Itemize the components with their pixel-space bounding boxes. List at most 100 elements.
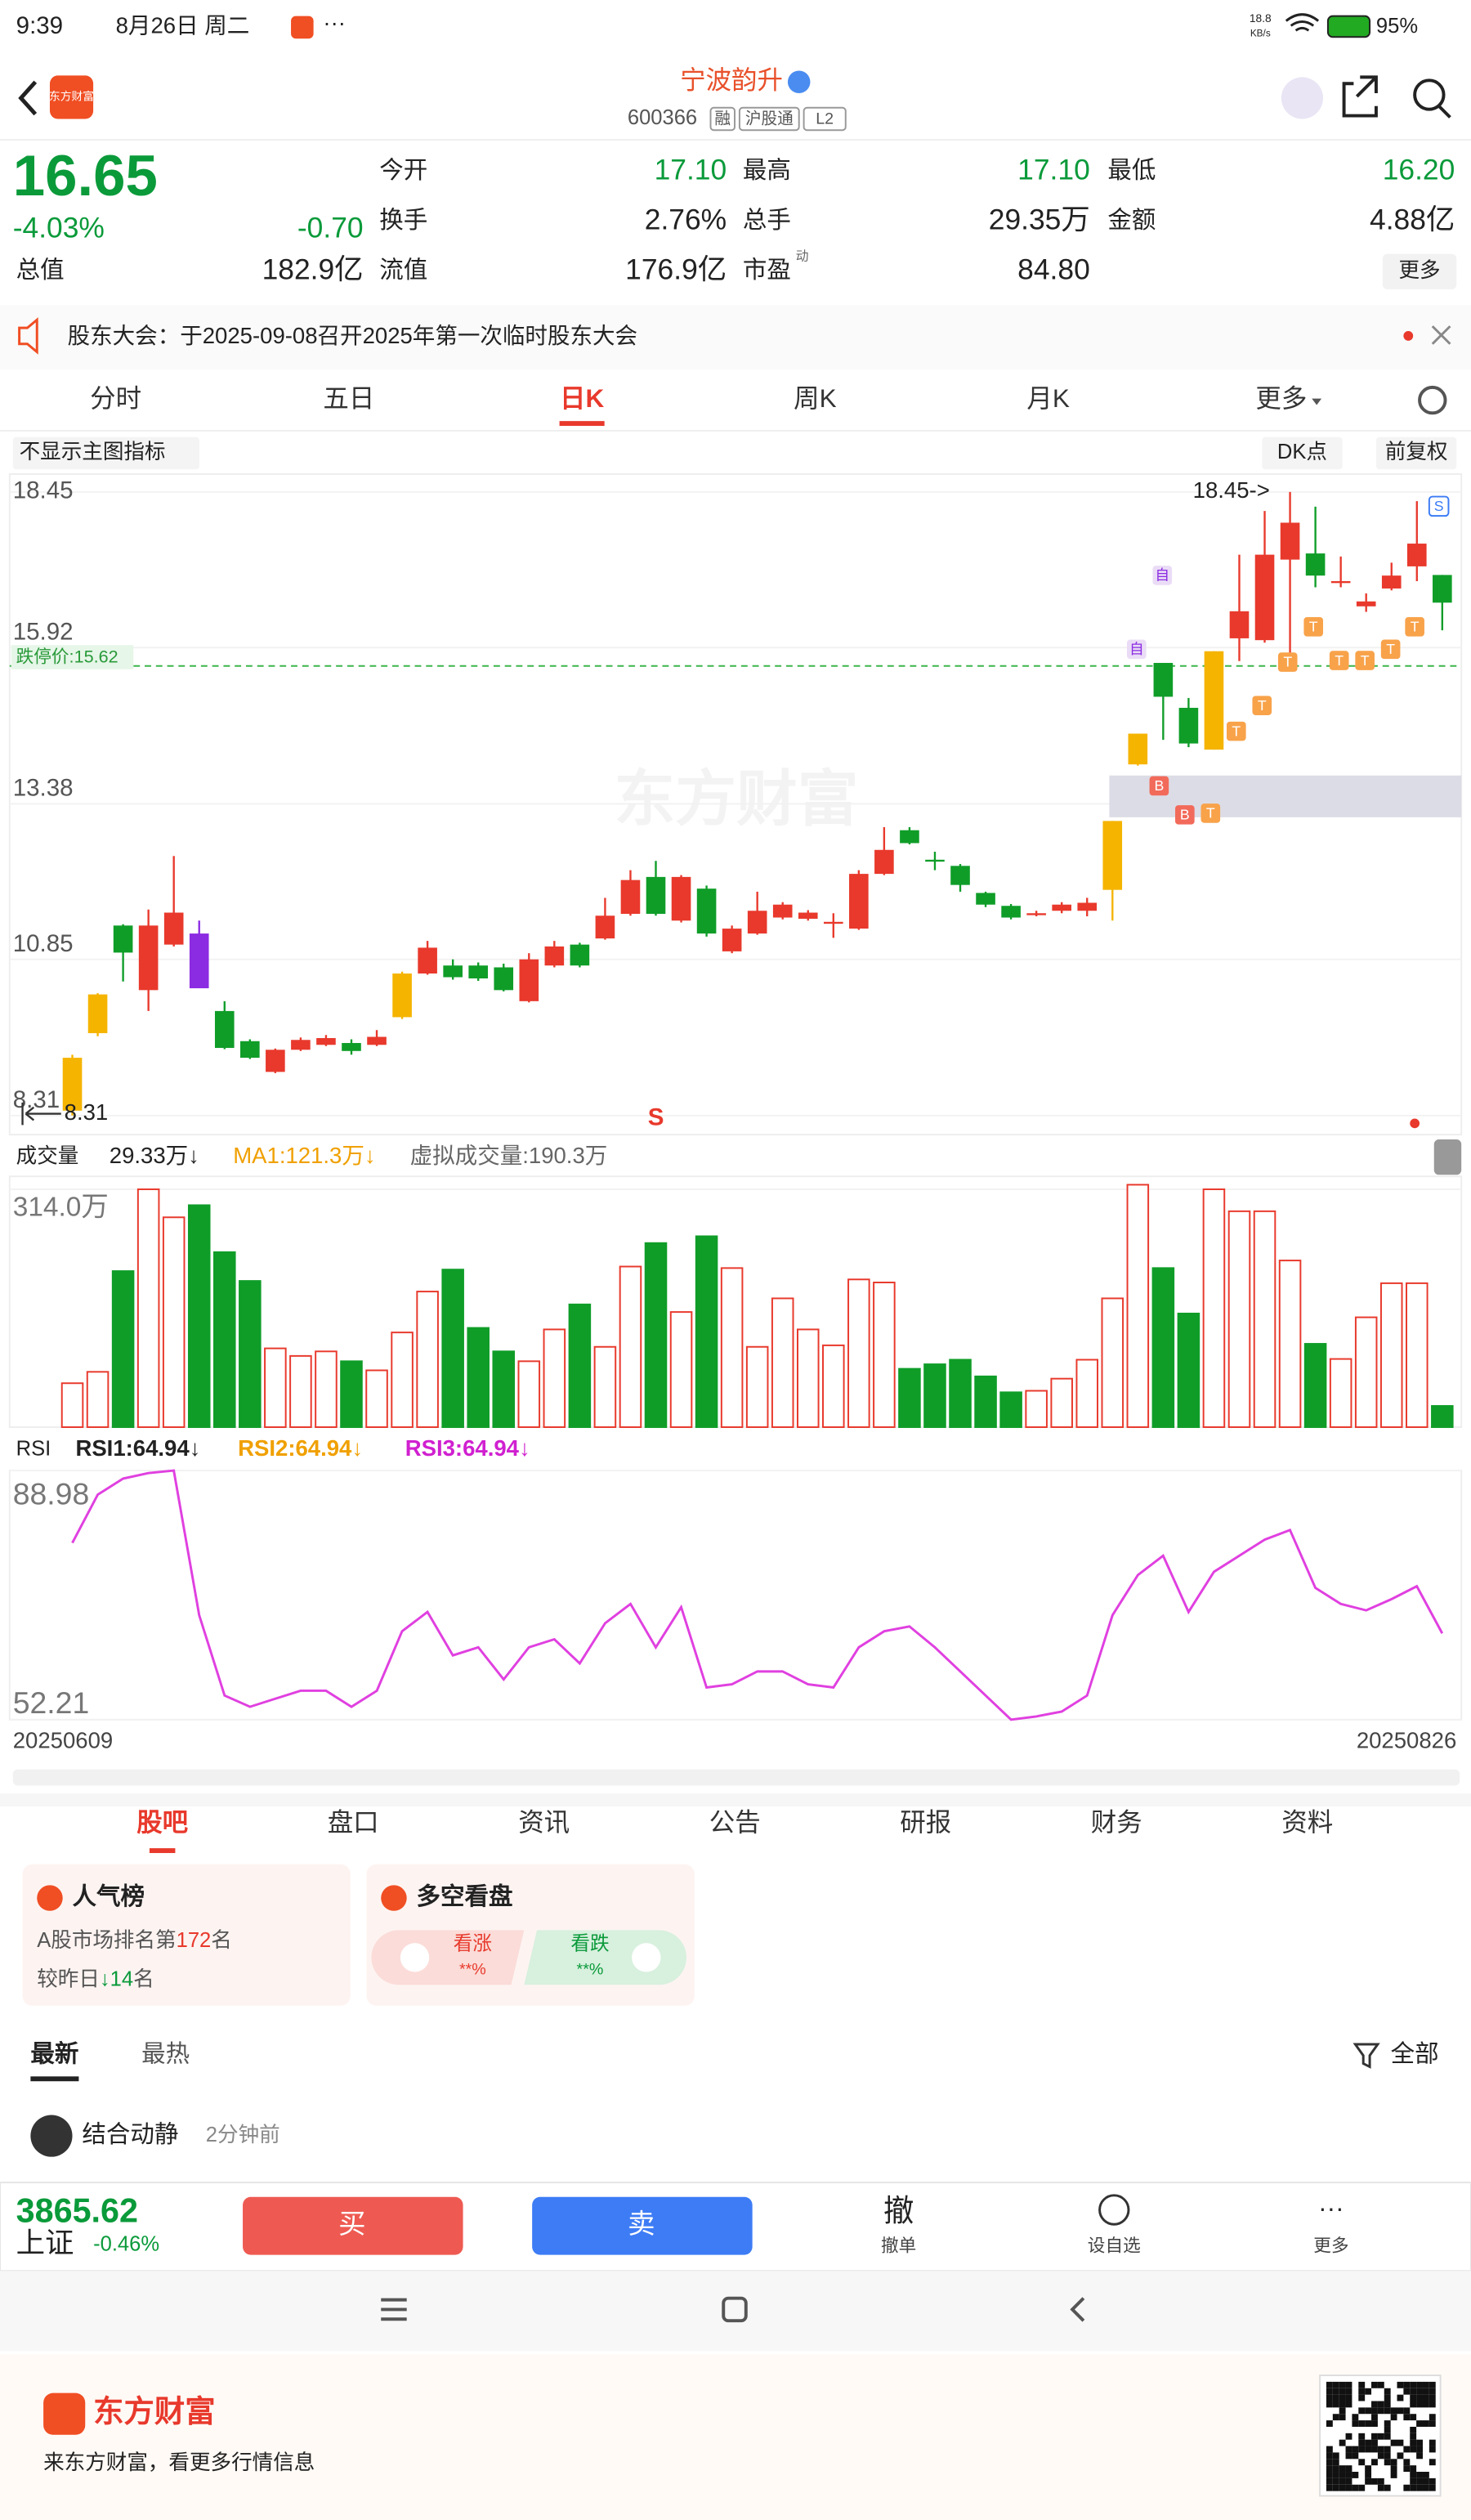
- collapse-button[interactable]: [1433, 1139, 1462, 1175]
- info-tab[interactable]: 资料: [1281, 1808, 1333, 1837]
- qr-cell: [1358, 2484, 1366, 2491]
- candle-body: [113, 925, 133, 953]
- signal-label: T: [1335, 652, 1344, 669]
- tag: 沪股通: [745, 110, 794, 128]
- qr-cell: [1384, 2426, 1391, 2433]
- more-icon[interactable]: ···: [1318, 2194, 1344, 2222]
- signal-marker: [1355, 651, 1375, 670]
- live-dot: [1410, 1118, 1420, 1129]
- qr-cell: [1377, 2433, 1384, 2440]
- candle-body: [976, 893, 995, 905]
- sell-marker: S: [648, 1103, 664, 1130]
- qr-cell: [1332, 2394, 1339, 2401]
- signal-marker: [1277, 652, 1298, 672]
- volume-bar: [1406, 1282, 1429, 1428]
- info-tab[interactable]: 盘口: [328, 1808, 379, 1837]
- period-tab[interactable]: 周K: [794, 384, 836, 413]
- qr-cell: [1429, 2446, 1436, 2453]
- more-button[interactable]: [1382, 253, 1457, 289]
- adjust-button[interactable]: [1375, 436, 1457, 470]
- close-button[interactable]: [1431, 325, 1451, 345]
- candle-body: [266, 1050, 285, 1072]
- qr-cell: [1358, 2420, 1366, 2427]
- volume-bar: [745, 1345, 769, 1428]
- volume-bar: [898, 1367, 921, 1428]
- qr-cell: [1429, 2394, 1436, 2401]
- bull-button[interactable]: [371, 1930, 525, 1985]
- buy-button[interactable]: [243, 2196, 463, 2255]
- signal-label: T: [1283, 654, 1292, 670]
- info-tab[interactable]: 研报: [900, 1808, 951, 1837]
- candle-body: [138, 925, 159, 991]
- qr-cell: [1332, 2477, 1339, 2485]
- popularity-card[interactable]: [22, 1864, 351, 2006]
- period-tab[interactable]: 更多: [1255, 384, 1307, 413]
- scrollbar[interactable]: [12, 1769, 1460, 1786]
- info-tab[interactable]: 公告: [709, 1808, 761, 1837]
- qr-cell: [1377, 2381, 1384, 2388]
- volume-bar: [213, 1251, 236, 1428]
- candle-body: [443, 965, 463, 978]
- candle-body: [900, 830, 919, 844]
- volume-bar: [111, 1270, 135, 1428]
- info-tab[interactable]: 资讯: [518, 1808, 570, 1837]
- candle-body: [1077, 902, 1098, 911]
- limit-label-bg: [11, 645, 134, 669]
- volume-bar: [1101, 1297, 1124, 1428]
- qr-cell: [1326, 2452, 1333, 2460]
- candle-body: [925, 859, 945, 862]
- volume-bar: [1303, 1343, 1327, 1428]
- qr-cell: [1371, 2401, 1378, 2408]
- sort-hot[interactable]: 最热: [141, 2041, 190, 2068]
- volume-bar: [1025, 1390, 1048, 1428]
- author[interactable]: 结合动静: [82, 2121, 178, 2148]
- nav-back[interactable]: [1070, 2297, 1085, 2322]
- notice-bar[interactable]: [0, 305, 1471, 370]
- candle-body: [291, 1040, 311, 1050]
- sort-latest[interactable]: 最新: [30, 2041, 78, 2068]
- share-button[interactable]: [1342, 75, 1378, 118]
- qr-cell: [1429, 2414, 1436, 2421]
- period-tab[interactable]: 五日: [323, 384, 374, 413]
- volume-ma1: MA1:121.3万↓: [233, 1143, 375, 1168]
- nav-menu[interactable]: [381, 2298, 407, 2321]
- period-tab[interactable]: 分时: [90, 384, 141, 413]
- footer-logo: [43, 2392, 86, 2435]
- period-tab[interactable]: 日K: [560, 384, 604, 413]
- settings-button[interactable]: [1418, 385, 1447, 415]
- rank-change-text: 较昨日↓14名: [37, 1967, 154, 1990]
- qr-cell: [1371, 2433, 1378, 2440]
- rsi-title: RSI: [16, 1437, 51, 1460]
- logo: [49, 75, 94, 119]
- qr-cell: [1326, 2381, 1333, 2388]
- signal-label: S: [1434, 498, 1444, 514]
- period-tab[interactable]: 月K: [1026, 384, 1069, 413]
- watch-icon[interactable]: [1098, 2194, 1130, 2226]
- qr-cell: [1358, 2394, 1366, 2401]
- info-tab[interactable]: 股吧: [136, 1808, 188, 1837]
- dk-button[interactable]: [1262, 436, 1343, 470]
- candle-body: [1204, 651, 1224, 750]
- qr-cell: [1358, 2407, 1366, 2415]
- rank-suffix: 名: [211, 1929, 232, 1952]
- candle-body: [1102, 821, 1123, 890]
- pe-sup: 动: [796, 249, 809, 264]
- volume-bar: [771, 1297, 794, 1428]
- filter[interactable]: 全部: [1391, 2041, 1439, 2068]
- dropdown-arrow: [1312, 398, 1322, 405]
- search-button[interactable]: [1413, 78, 1446, 111]
- qr-cell: [1377, 2477, 1384, 2485]
- rsi1: RSI1:64.94↓: [75, 1435, 200, 1461]
- sell-button[interactable]: [532, 2196, 753, 2255]
- volume-bar: [1354, 1316, 1378, 1428]
- info-tab[interactable]: 财务: [1091, 1808, 1142, 1837]
- avatar[interactable]: [1281, 77, 1324, 119]
- qr-cell: [1358, 2433, 1366, 2440]
- nav-home[interactable]: [722, 2296, 748, 2323]
- indicator-select[interactable]: [12, 436, 199, 470]
- qr-cell: [1416, 2394, 1423, 2401]
- cancel-icon[interactable]: 撤: [883, 2193, 914, 2227]
- more-label: 更多: [1398, 259, 1440, 282]
- back-button[interactable]: [18, 80, 38, 116]
- qr-cell: [1384, 2420, 1391, 2427]
